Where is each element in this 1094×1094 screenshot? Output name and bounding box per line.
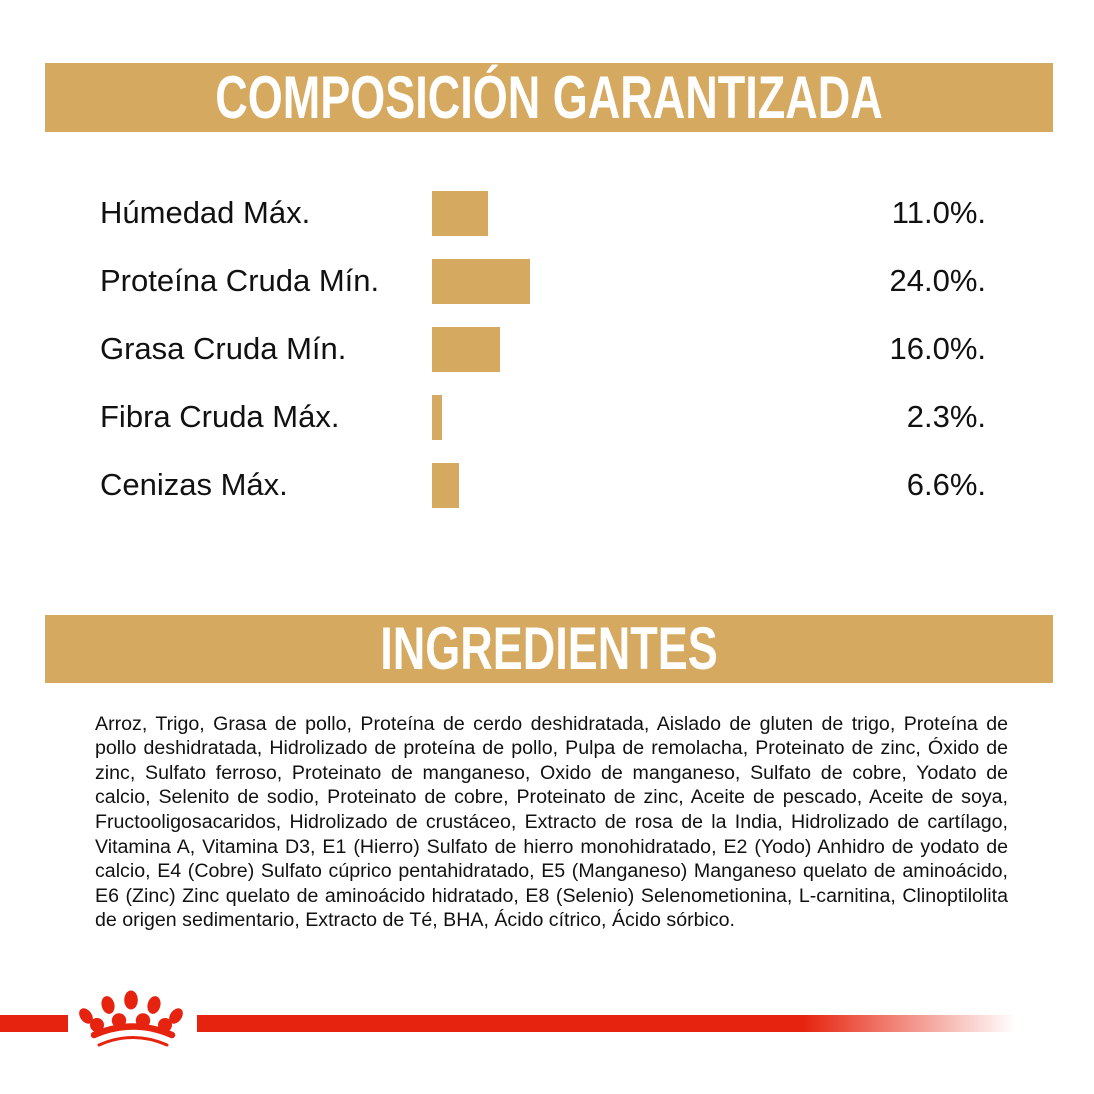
nutrient-label: Cenizas Máx.: [100, 467, 288, 502]
ingredients-title: INGREDIENTES: [380, 615, 718, 682]
bar-track: [432, 190, 986, 236]
nutrient-bar: [432, 462, 459, 508]
nutrient-bar: [432, 326, 500, 372]
bar-track: [432, 394, 986, 440]
bar-track: [432, 326, 986, 372]
nutrient-row: Húmedad Máx. 11.0%.: [100, 179, 986, 247]
royal-canin-crown-paw-icon: [79, 990, 183, 1047]
nutrient-value: 24.0%.: [889, 263, 986, 298]
nutrient-value: 16.0%.: [889, 331, 986, 366]
composition-banner: COMPOSICIÓN GARANTIZADA: [45, 63, 1053, 132]
nutrient-row: Fibra Cruda Máx. 2.3%.: [100, 383, 986, 451]
guaranteed-analysis-chart: Húmedad Máx. 11.0%. Proteína Cruda Mín. …: [100, 179, 986, 519]
nutrient-row: Proteína Cruda Mín. 24.0%.: [100, 247, 986, 315]
brand-stripe-left: [0, 1015, 68, 1032]
composition-title: COMPOSICIÓN GARANTIZADA: [215, 63, 883, 131]
bar-track: [432, 258, 986, 304]
nutrient-label: Húmedad Máx.: [100, 195, 311, 230]
brand-stripe-right: [197, 1015, 1015, 1032]
nutrient-bar: [432, 190, 488, 236]
bar-track: [432, 462, 986, 508]
nutrient-label: Fibra Cruda Máx.: [100, 399, 340, 434]
nutrient-bar: [432, 394, 442, 440]
ingredients-banner: INGREDIENTES: [45, 615, 1053, 683]
nutrient-label: Grasa Cruda Mín.: [100, 331, 347, 366]
ingredients-text: Arroz, Trigo, Grasa de pollo, Proteína d…: [95, 712, 1008, 932]
nutrient-value: 2.3%.: [906, 399, 986, 434]
nutrient-value: 11.0%.: [891, 195, 986, 230]
nutrient-bar: [432, 258, 530, 304]
nutrient-row: Grasa Cruda Mín. 16.0%.: [100, 315, 986, 383]
nutrient-label: Proteína Cruda Mín.: [100, 263, 380, 298]
nutrient-row: Cenizas Máx. 6.6%.: [100, 451, 986, 519]
nutrient-value: 6.6%.: [906, 467, 986, 502]
